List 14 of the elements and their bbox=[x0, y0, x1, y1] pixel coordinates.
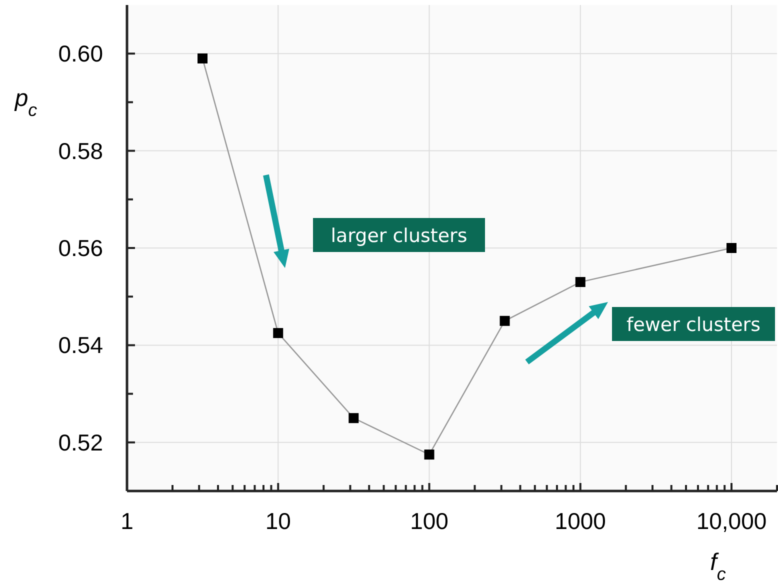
y-tick-label: 0.54 bbox=[58, 332, 104, 358]
x-tick-label: 10 bbox=[265, 508, 291, 534]
y-tick-label: 0.56 bbox=[58, 235, 103, 261]
x-axis-title: f$_{c}$ bbox=[710, 549, 726, 582]
y-tick-label: 0.58 bbox=[58, 138, 103, 164]
x-tick-label: 1 bbox=[120, 508, 134, 534]
y-tick-label: 0.52 bbox=[58, 429, 103, 456]
x-tick-label: 100 bbox=[410, 508, 448, 534]
y-axis-title: p$_{c}$ bbox=[14, 85, 38, 120]
annotation: fewer clusters bbox=[626, 314, 760, 336]
x-tick-label: 1000 bbox=[554, 508, 606, 534]
y-tick-label: 0.60 bbox=[58, 40, 103, 67]
annotation: larger clusters bbox=[330, 225, 468, 247]
x-tick-label: 10,000 bbox=[696, 508, 767, 534]
